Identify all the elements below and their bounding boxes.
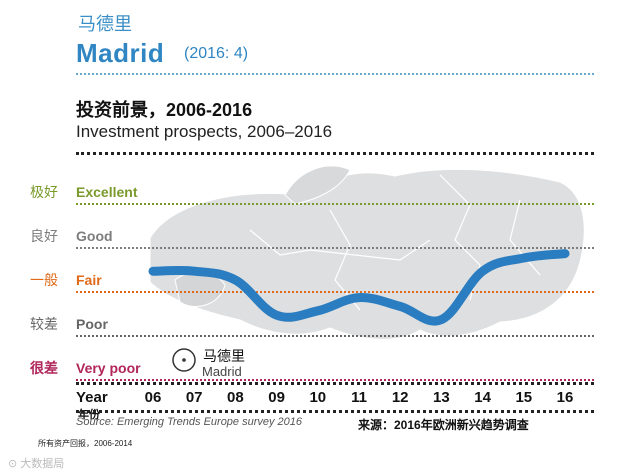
title-divider-top	[76, 152, 594, 155]
x-tick-labels: 06 07 08 09 10 11 12 13 14 15 16	[145, 389, 574, 406]
madrid-marker: 马德里 Madrid	[172, 348, 245, 379]
header-divider	[76, 73, 594, 75]
chart-title-english: Investment prospects, 2006–2016	[76, 122, 333, 141]
footnote: 所有资产回报，2006-2014	[38, 439, 133, 448]
x-axis-label: Year	[76, 389, 108, 406]
level-label-cn-poor: 较差	[30, 316, 58, 332]
level-label-poor: Poor	[76, 316, 108, 332]
level-label-very-poor: Very poor	[76, 360, 141, 376]
x-tick-08: 08	[227, 389, 244, 406]
source-note-english: Source: Emerging Trends Europe survey 20…	[76, 416, 303, 428]
x-tick-15: 15	[515, 389, 532, 406]
level-label-excellent: Excellent	[76, 184, 138, 200]
level-labels-english: Excellent Good Fair Poor Very poor	[76, 184, 141, 376]
city-marker-dot	[182, 358, 186, 362]
europe-map-background	[149, 165, 585, 340]
marker-label-english: Madrid	[202, 364, 242, 379]
bottom-divider	[76, 410, 594, 413]
level-label-cn-fair: 一般	[30, 272, 58, 288]
level-label-cn-excellent: 极好	[30, 184, 58, 200]
x-tick-11: 11	[351, 389, 367, 406]
x-tick-16: 16	[557, 389, 574, 406]
level-label-fair: Fair	[76, 272, 102, 288]
level-label-cn-good: 良好	[30, 228, 58, 244]
x-tick-09: 09	[268, 389, 285, 406]
series-line-madrid	[148, 249, 570, 326]
watermark: ⊙ 大数据局	[8, 458, 65, 470]
x-tick-12: 12	[392, 389, 409, 406]
city-rank: (2016: 4)	[184, 45, 249, 62]
x-tick-06: 06	[145, 389, 162, 406]
source-note-chinese: 来源：2016年欧洲新兴趋势调查	[358, 418, 529, 432]
chart-title-chinese: 投资前景，2006-2016	[76, 100, 253, 120]
x-tick-13: 13	[433, 389, 450, 406]
level-label-cn-very-poor: 很差	[30, 360, 58, 376]
level-label-good: Good	[76, 228, 113, 244]
x-tick-10: 10	[309, 389, 326, 406]
marker-label-chinese: 马德里	[203, 348, 245, 364]
city-name-chinese: 马德里	[78, 14, 132, 34]
city-name-english: Madrid	[76, 38, 165, 68]
x-tick-14: 14	[474, 389, 491, 406]
x-tick-07: 07	[186, 389, 203, 406]
x-axis-divider	[76, 382, 594, 385]
